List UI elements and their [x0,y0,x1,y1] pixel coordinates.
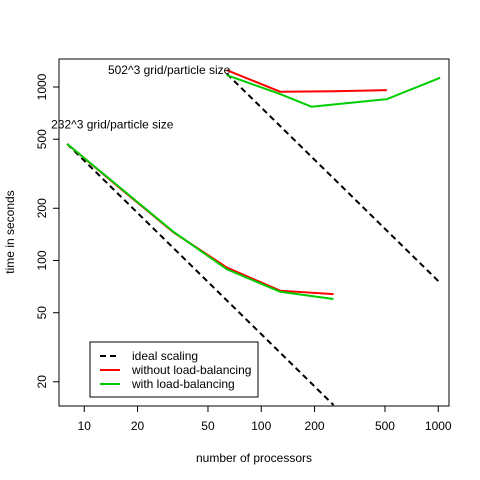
y-tick-label: 100 [35,250,49,270]
y-tick-label: 500 [35,129,49,149]
x-tick-label: 1000 [425,419,452,433]
legend-label-with: with load-balancing [131,377,235,391]
x-axis: 10 20 50 100 200 500 1000 [78,405,452,433]
annotation-502: 502^3 grid/particle size [108,63,231,77]
x-tick-label: 100 [251,419,271,433]
x-tick-label: 50 [201,419,215,433]
x-axis-label: number of processors [196,451,312,465]
x-tick-label: 20 [131,419,145,433]
legend-label-without: without load-balancing [131,363,251,377]
series-line-232-without [66,143,334,296]
series-line-232-with [66,143,334,300]
y-axis-label: time in seconds [3,190,17,273]
series-line-502-without [226,69,387,93]
legend-label-ideal: ideal scaling [132,349,198,363]
x-tick-label: 200 [305,419,325,433]
y-tick-label: 200 [35,198,49,218]
y-tick-label: 50 [35,306,49,320]
series-layer [66,69,441,406]
series-line-502-with [226,74,441,108]
annotations: 232^3 grid/particle size 502^3 grid/parti… [51,63,231,132]
annotation-232: 232^3 grid/particle size [51,117,174,131]
y-tick-label: 20 [35,375,49,389]
y-axis: 20 50 100 200 500 1000 [35,73,60,389]
x-tick-label: 10 [78,419,92,433]
y-tick-label: 1000 [35,73,49,100]
series-line-232-ideal [66,143,335,406]
x-tick-label: 500 [375,419,395,433]
legend: ideal scaling without load-balancing wit… [89,341,259,398]
